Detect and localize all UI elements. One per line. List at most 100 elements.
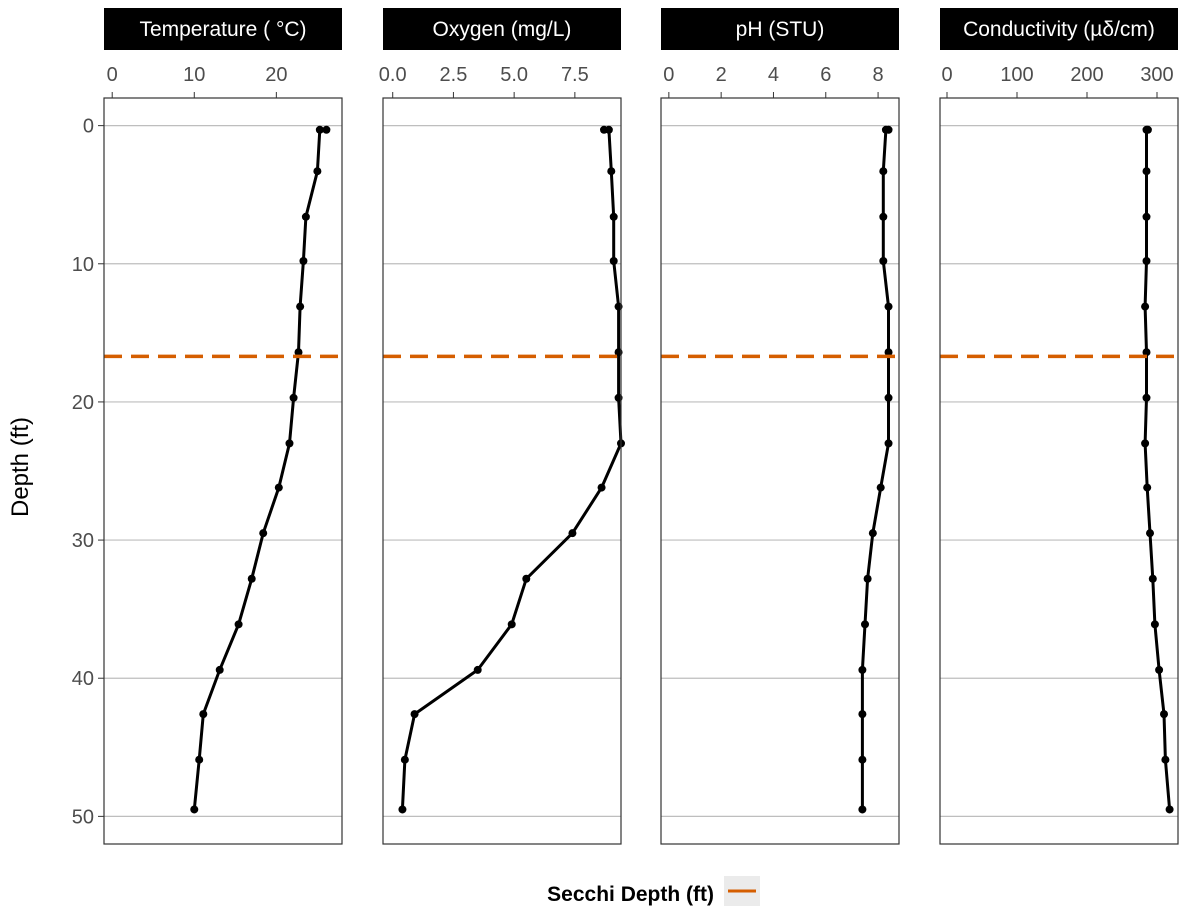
data-point [285,439,294,448]
data-point [609,212,618,221]
data-point [322,125,331,134]
facet-panel: Temperature ( °C) 0 10 20 [103,8,343,845]
data-point [609,257,618,266]
data-point [597,483,606,492]
x-tick-label: 20 [265,64,287,86]
facet-strip [383,8,621,50]
facet-strip [104,8,342,50]
y-tick-label: 40 [72,668,94,690]
data-point [274,483,283,492]
data-point [1141,302,1150,311]
data-point [879,167,888,176]
x-tick-label: 0 [107,64,118,86]
data-point [1148,574,1157,583]
data-point [299,257,308,266]
x-tick-label: 2 [716,64,727,86]
data-point [884,439,893,448]
x-tick-label: 4 [768,64,779,86]
data-point [215,665,224,674]
data-point [858,755,867,764]
data-point [1155,665,1164,674]
facet-panel: Conductivity (µδ/cm) 0 100 200 300 [939,8,1179,845]
facet-strip-label: Temperature ( °C) [139,18,306,41]
data-point [1165,805,1174,814]
panel-border [660,97,900,845]
y-tick-label: 10 [72,254,94,276]
x-tick-label: 0 [663,64,674,86]
legend-title: Secchi Depth (ft) [547,883,714,906]
panel-background [383,98,621,844]
data-point [1142,212,1151,221]
data-point [861,620,869,629]
data-point [296,302,305,311]
data-point [1142,257,1151,266]
data-point [400,755,409,764]
data-point [604,125,613,134]
data-point [881,125,890,134]
panel-background [661,98,899,844]
facet-strip-label: pH (STU) [736,18,825,41]
data-point [190,805,199,814]
data-point [1160,710,1168,719]
data-point [289,393,298,402]
data-point [1143,483,1152,492]
data-point [473,665,482,674]
data-point [199,710,208,719]
data-point [234,620,243,629]
data-point [1142,348,1151,357]
data-point [863,574,872,583]
legend: Secchi Depth (ft) [547,876,760,906]
data-point [884,302,893,311]
data-point [884,393,893,402]
data-point [868,529,877,538]
facet-panel: pH (STU) 0 2 4 6 8 [660,8,900,845]
data-point [313,167,322,176]
y-tick-label: 50 [72,806,94,828]
data-point [1161,755,1170,764]
x-tick-label: 0 [941,64,952,86]
data-point [1150,620,1159,629]
panel-border [103,97,343,845]
y-axis-title: Depth (ft) [7,417,34,517]
y-tick-label: 30 [72,530,94,552]
data-point [522,574,531,583]
x-tick-label: 300 [1140,64,1173,86]
data-point [507,620,516,629]
facet-strip-label: Oxygen (mg/L) [433,18,572,41]
panel-background [104,98,342,844]
x-tick-label: 6 [820,64,831,86]
panel-border [382,97,622,845]
data-point [568,529,577,538]
x-tick-label: 8 [873,64,884,86]
data-point [301,212,310,221]
panel-border [939,97,1179,845]
x-tick-label: 100 [1000,64,1033,86]
data-point [858,710,867,719]
data-point [1146,529,1154,538]
facet-strip [940,8,1178,50]
data-point [259,529,268,538]
x-tick-label: 7.5 [561,64,589,86]
data-point [1142,393,1151,402]
data-point [607,167,616,176]
data-point [876,483,885,492]
data-point [879,257,888,266]
x-tick-label: 2.5 [440,64,468,86]
facet-strip-label: Conductivity (µδ/cm) [963,18,1155,41]
facet-strip [661,8,899,50]
panel-background [940,98,1178,844]
x-tick-label: 5.0 [500,64,528,86]
data-point [294,348,303,357]
data-point [858,665,867,674]
x-tick-label: 10 [183,64,205,86]
data-point [398,805,407,814]
facet-panel: Oxygen (mg/L) 0.0 2.5 5.0 7.5 [379,8,625,845]
data-point [879,212,888,221]
data-point [410,710,419,719]
data-point [195,755,204,764]
x-tick-label: 200 [1070,64,1103,86]
y-axis: 0 10 20 30 40 50 [72,116,104,828]
y-tick-label: 0 [83,116,94,138]
